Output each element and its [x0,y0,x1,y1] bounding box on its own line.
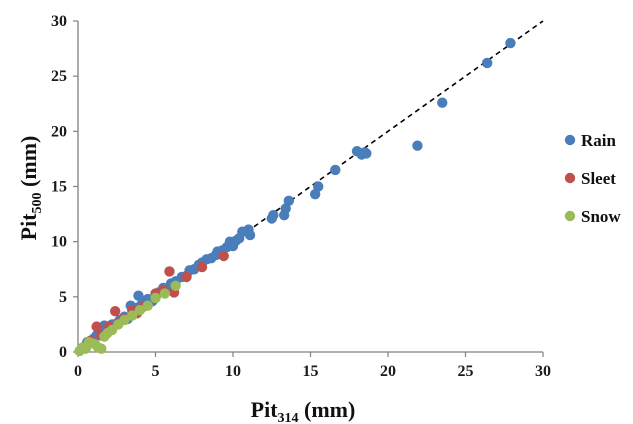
x-tick-label-6: 30 [535,363,551,380]
x-tick-label-3: 15 [303,363,319,380]
snow-point-18 [170,280,181,291]
snow-point-16 [150,292,161,304]
y-tick-label-4: 20 [51,123,67,140]
legend: Rain Sleet Snow [564,131,621,226]
sleet-point-15 [196,261,208,273]
legend-marker-snow [564,210,576,222]
x-tick-label-0: 0 [74,363,82,380]
snow-point-17 [159,288,170,299]
snow-point-15 [142,300,153,311]
sleet-point-12 [164,266,175,277]
rain-point-54 [313,181,324,192]
sleet-point-4 [110,305,121,317]
legend-label-rain: Rain [581,131,617,150]
snow-point-7 [96,343,107,354]
x-tick-label-1: 5 [152,363,160,380]
rain-point-62 [482,57,493,69]
legend-label-snow: Snow [581,207,621,226]
x-tick-label-5: 25 [458,363,474,380]
rain-point-47 [244,229,256,241]
rain-point-49 [268,209,279,221]
snow-point-12 [119,314,130,326]
x-tick-label-4: 20 [380,363,396,380]
y-tick-label-0: 0 [59,344,67,361]
sleet-point-1 [91,321,102,332]
x-axis-ticks: 0 5 10 15 20 25 30 [74,352,551,380]
plot-area: 0 5 10 15 20 25 30 0 5 10 15 20 25 30 [51,13,551,380]
x-axis-title: Pit314 (mm) [251,397,356,424]
rain-point-59 [361,148,372,159]
y-tick-label-2: 10 [51,234,67,251]
sleet-point-14 [181,271,192,283]
rain-point-61 [437,97,448,108]
rain-point-60 [412,140,423,151]
rain-point-52 [283,195,294,207]
data-points [74,37,516,357]
y-axis-title: Pit500 (mm) [16,136,45,241]
rain-point-18 [133,290,144,301]
y-tick-label-5: 25 [51,68,67,85]
legend-marker-sleet [564,172,576,184]
rain-point-55 [330,164,341,176]
rain-point-63 [505,37,516,49]
x-tick-label-2: 10 [225,363,241,380]
y-tick-label-3: 15 [51,179,67,196]
y-tick-label-6: 30 [51,13,67,30]
y-axis-ticks: 0 5 10 15 20 25 30 [51,13,78,361]
legend-marker-rain [564,134,576,146]
sleet-point-16 [218,250,229,262]
legend-label-sleet: Sleet [581,169,616,188]
snow-point-14 [134,304,146,316]
snow-point-13 [127,310,138,321]
y-tick-label-1: 5 [59,289,67,306]
